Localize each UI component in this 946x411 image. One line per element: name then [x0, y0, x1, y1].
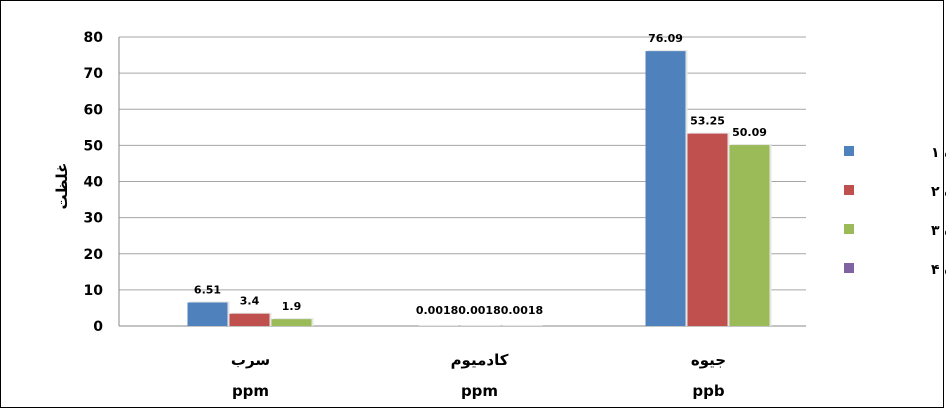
bar-shadow	[419, 325, 459, 326]
category-unit-label: ppb	[692, 382, 724, 400]
legend: ایستگاه ۱ ایستگاه ۲ ایستگاه ۳ ایستگاه ۴	[844, 144, 946, 278]
bar	[188, 302, 228, 326]
y-tick-label: 80	[84, 30, 104, 46]
data-label: 3.4	[240, 295, 260, 308]
category-unit-label: ppm	[461, 382, 498, 400]
category-label: جیوه	[691, 351, 726, 369]
y-axis-ticks: 0 10 20 30 40 50 60 70 80	[84, 30, 104, 335]
data-label: 76.09	[648, 32, 683, 45]
data-label: 6.51	[194, 283, 221, 296]
y-tick-label: 10	[84, 283, 104, 299]
category-unit-label: ppm	[232, 382, 269, 400]
category-labels: سرب ppm کادمیوم ppm جیوه ppb	[231, 351, 726, 400]
legend-swatch	[844, 263, 854, 273]
legend-swatch	[844, 146, 854, 156]
y-tick-label: 40	[84, 175, 104, 191]
category-label: کادمیوم	[451, 351, 509, 369]
legend-swatch	[844, 185, 854, 195]
data-label: 0.00180.00180.0018	[416, 304, 543, 317]
data-label: 1.9	[282, 300, 302, 313]
y-tick-label: 30	[84, 211, 104, 227]
y-tick-label: 20	[84, 247, 104, 263]
legend-swatch	[844, 224, 854, 234]
legend-label: ایستگاه ۱	[931, 144, 946, 161]
bar	[272, 319, 312, 326]
bar	[230, 314, 270, 326]
legend-label: ایستگاه ۲	[931, 183, 946, 200]
y-tick-label: 50	[84, 138, 104, 154]
data-label: 50.09	[732, 126, 767, 139]
bars	[188, 50, 772, 326]
y-tick-label: 70	[84, 66, 104, 82]
y-tick-label: 0	[93, 319, 103, 335]
y-axis-label: غلظت	[53, 163, 71, 210]
data-label: 53.25	[690, 115, 725, 128]
bar	[688, 134, 728, 326]
bar-shadow	[461, 325, 501, 326]
legend-label: ایستگاه ۴	[931, 261, 946, 278]
y-tick-label: 60	[84, 102, 104, 118]
bar-shadow	[503, 325, 543, 326]
category-label: سرب	[231, 351, 270, 369]
bar	[730, 145, 770, 326]
bar	[646, 51, 686, 326]
legend-label: ایستگاه ۳	[931, 222, 946, 239]
